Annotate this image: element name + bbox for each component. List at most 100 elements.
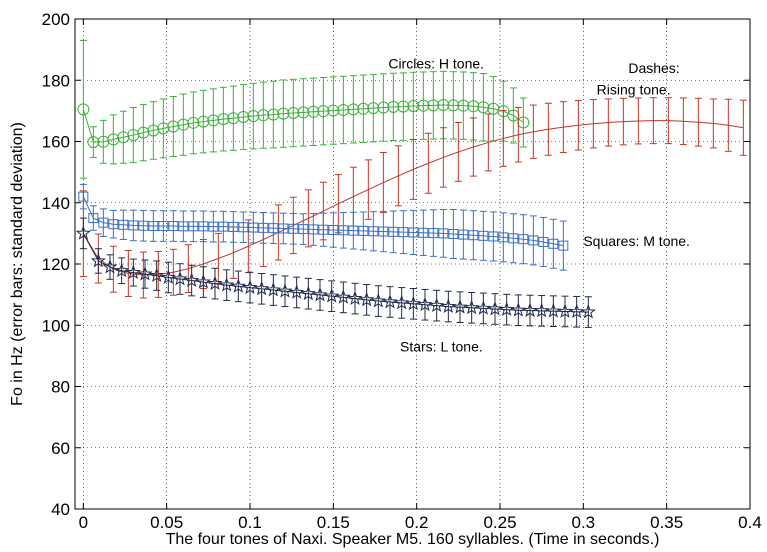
data-point bbox=[125, 264, 141, 279]
data-point bbox=[160, 269, 176, 284]
data-point bbox=[324, 288, 340, 303]
data-point bbox=[254, 280, 270, 296]
y-tick-label: 180 bbox=[42, 71, 70, 90]
data-point bbox=[77, 103, 90, 116]
data-point bbox=[359, 291, 375, 307]
data-point bbox=[328, 225, 339, 236]
data-point bbox=[452, 299, 468, 314]
y-tick-label: 40 bbox=[51, 500, 70, 519]
data-point bbox=[297, 106, 310, 119]
data-point bbox=[407, 99, 420, 112]
data-point bbox=[338, 225, 349, 236]
data-point bbox=[528, 235, 539, 246]
data-point bbox=[168, 221, 179, 232]
data-point bbox=[277, 107, 290, 120]
data-point bbox=[137, 266, 153, 281]
x-tick-label: 0.15 bbox=[317, 513, 350, 532]
chart-annotation: Squares: M tone. bbox=[583, 233, 690, 249]
series-none bbox=[79, 97, 747, 299]
data-point bbox=[508, 233, 519, 244]
data-point bbox=[378, 226, 389, 237]
annotations: Circles: H tone. Dashes: Rising tone. Squar… bbox=[388, 56, 690, 355]
data-point bbox=[457, 99, 470, 112]
data-point bbox=[318, 224, 329, 235]
x-tick-label: 0.35 bbox=[650, 513, 683, 532]
data-point bbox=[247, 110, 260, 123]
data-point bbox=[347, 103, 360, 116]
data-point bbox=[408, 227, 419, 238]
data-point bbox=[308, 224, 319, 235]
data-point bbox=[398, 227, 409, 238]
data-point bbox=[289, 284, 305, 299]
series-line bbox=[82, 233, 589, 313]
data-point bbox=[387, 100, 400, 113]
data-point bbox=[440, 298, 456, 313]
data-point bbox=[518, 234, 529, 245]
data-point bbox=[187, 116, 200, 129]
data-point bbox=[195, 274, 211, 289]
data-point bbox=[147, 124, 160, 137]
data-point bbox=[149, 267, 165, 283]
data-point bbox=[238, 222, 249, 233]
data-point bbox=[128, 220, 139, 231]
data-point bbox=[177, 118, 190, 131]
data-point bbox=[487, 301, 503, 316]
data-point bbox=[548, 238, 559, 249]
y-tick-label: 120 bbox=[42, 255, 70, 274]
data-point bbox=[428, 228, 439, 239]
data-point bbox=[370, 293, 386, 308]
data-point bbox=[335, 289, 351, 304]
data-point bbox=[357, 102, 370, 115]
y-tick-label: 200 bbox=[42, 10, 70, 29]
data-point bbox=[468, 230, 479, 241]
axis-ticks: 0 0.05 0.1 0.15 0.2 0.25 0.3 0.35 0.4 40 60 80 100 12… bbox=[42, 10, 762, 532]
data-point bbox=[208, 221, 219, 232]
data-point bbox=[288, 223, 299, 234]
data-point bbox=[172, 271, 188, 286]
x-axis-label: The four tones of Naxi. Speaker M5. 160 … bbox=[166, 531, 660, 548]
data-point bbox=[417, 296, 433, 312]
data-point bbox=[427, 99, 440, 112]
data-point bbox=[405, 295, 421, 311]
data-point bbox=[148, 221, 159, 232]
data-point bbox=[538, 236, 549, 247]
data-point bbox=[88, 213, 99, 224]
data-point bbox=[437, 99, 450, 112]
data-point bbox=[417, 99, 430, 112]
data-point bbox=[218, 221, 229, 232]
data-point bbox=[277, 283, 293, 298]
y-tick-label: 160 bbox=[42, 133, 70, 152]
data-point bbox=[307, 105, 320, 118]
data-point bbox=[448, 228, 459, 239]
data-point bbox=[377, 101, 390, 114]
series-circle bbox=[77, 39, 530, 179]
data-point bbox=[219, 277, 235, 292]
data-point bbox=[327, 104, 340, 117]
data-point bbox=[477, 101, 490, 114]
data-point bbox=[265, 282, 281, 297]
data-point bbox=[118, 219, 129, 230]
data-point bbox=[300, 285, 316, 301]
chart-annotation: Circles: H tone. bbox=[388, 56, 484, 72]
series-square bbox=[78, 183, 569, 271]
data-point bbox=[488, 231, 499, 242]
y-tick-label: 100 bbox=[42, 316, 70, 335]
data-point bbox=[237, 111, 250, 123]
y-tick-label: 80 bbox=[51, 378, 70, 397]
data-point bbox=[268, 223, 279, 234]
data-point bbox=[467, 100, 480, 113]
x-tick-label: 0.1 bbox=[238, 513, 262, 532]
data-point bbox=[580, 304, 596, 319]
data-point bbox=[475, 300, 491, 315]
data-point bbox=[337, 103, 350, 116]
chart-annotation: Stars: L tone. bbox=[400, 338, 483, 354]
data-point bbox=[418, 227, 429, 238]
data-point bbox=[114, 262, 130, 278]
data-point bbox=[227, 112, 240, 125]
data-point bbox=[217, 113, 230, 126]
data-point bbox=[90, 253, 106, 268]
data-point bbox=[499, 301, 515, 317]
series-star bbox=[75, 217, 596, 328]
data-point bbox=[368, 226, 379, 237]
data-point bbox=[382, 294, 398, 309]
